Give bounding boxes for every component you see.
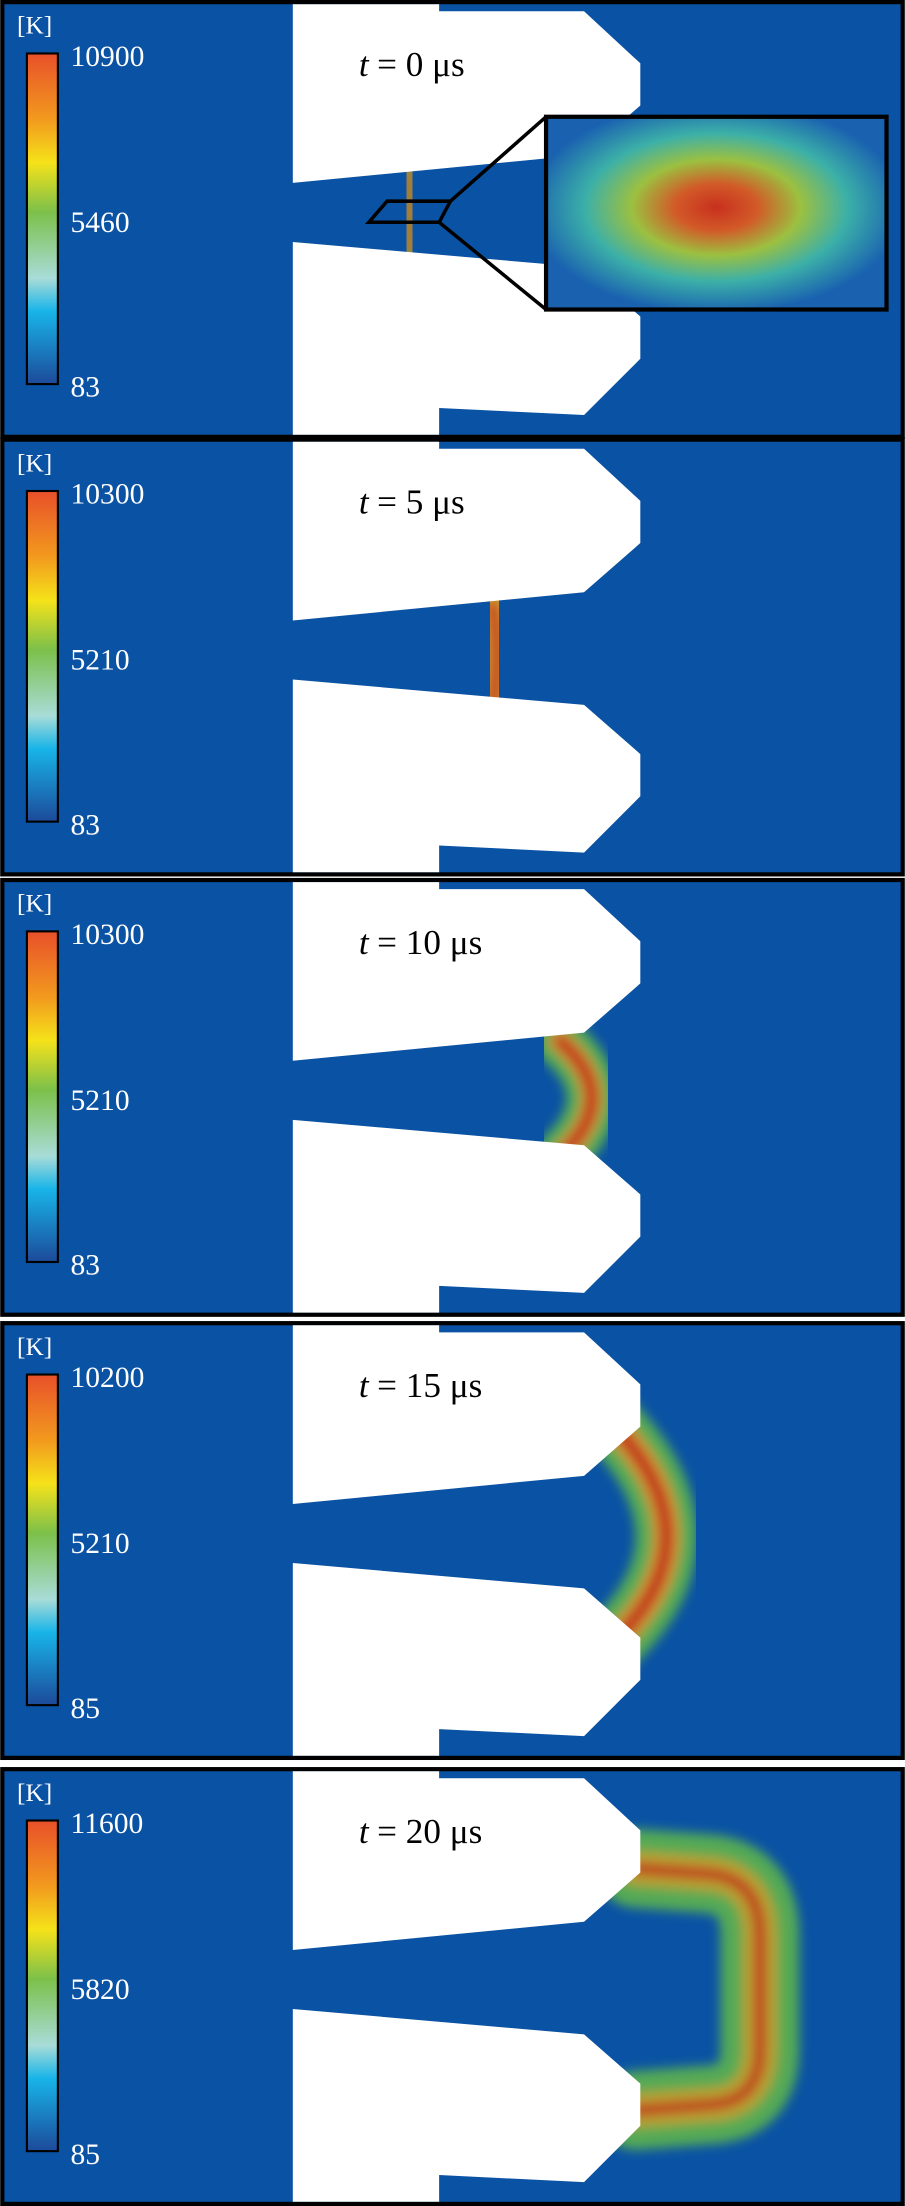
time-value: = 5 μs — [377, 483, 465, 522]
plasma-arc — [534, 1015, 618, 1179]
panel: [K] 10900 5460 83 t = 0 μs — [0, 0, 905, 439]
time-variable: t — [359, 923, 370, 962]
colorbar-mid: 5460 — [71, 207, 130, 239]
time-label: t = 5 μs — [359, 483, 465, 522]
panel: [K] 10300 5210 83 t = 10 μs — [0, 877, 905, 1317]
arc-core — [553, 1034, 599, 1160]
colorbar — [25, 930, 59, 1264]
colorbar-mid: 5210 — [71, 645, 130, 677]
unit-label: [K] — [17, 1333, 52, 1361]
arc-core — [486, 600, 503, 714]
colorbar-min: 83 — [71, 809, 101, 841]
arc-core — [404, 168, 415, 257]
colorbar — [25, 1373, 59, 1707]
time-value: = 10 μs — [377, 923, 482, 962]
colorbar-max: 10200 — [71, 1362, 145, 1394]
colorbar-max: 10900 — [71, 41, 145, 73]
unit-label: [K] — [17, 1779, 52, 1807]
plasma-arc — [577, 1388, 698, 1679]
time-variable: t — [359, 1366, 370, 1405]
lower-electrode — [292, 1563, 641, 1756]
time-value: = 20 μs — [377, 1812, 482, 1851]
colorbar-mid: 5210 — [71, 1085, 130, 1117]
zoom-line — [438, 220, 548, 311]
colorbar-min: 83 — [71, 1250, 101, 1282]
colorbar-min: 85 — [71, 1693, 101, 1725]
time-label: t = 20 μs — [359, 1812, 482, 1851]
colorbar-mid: 5820 — [71, 1974, 130, 2006]
panel: [K] 10200 5210 85 t = 15 μs — [0, 1321, 905, 1761]
upper-electrode — [292, 441, 641, 621]
time-label: t = 15 μs — [359, 1366, 482, 1405]
zoom-line — [449, 115, 548, 203]
lower-electrode — [292, 679, 641, 873]
upper-electrode — [292, 1771, 641, 1950]
colorbar — [25, 52, 59, 386]
upper-electrode — [292, 882, 641, 1061]
panel: [K] 11600 5820 85 t = 20 μs — [0, 1767, 905, 2206]
time-label: t = 10 μs — [359, 923, 482, 962]
arc-core — [630, 1862, 766, 2116]
colorbar-max: 10300 — [71, 479, 145, 511]
time-variable: t — [359, 1812, 370, 1851]
unit-label: [K] — [17, 890, 52, 918]
time-variable: t — [359, 45, 370, 84]
colorbar-min: 85 — [71, 2139, 101, 2171]
colorbar-max: 10300 — [71, 919, 145, 951]
plasma-arc — [596, 1828, 800, 2150]
plasma-arc — [396, 160, 423, 265]
time-value: = 15 μs — [377, 1366, 482, 1405]
colorbar-mid: 5210 — [71, 1528, 130, 1560]
unit-label: [K] — [17, 12, 52, 40]
plasma-arc — [461, 575, 528, 739]
colorbar-max: 11600 — [71, 1808, 144, 1840]
time-value: = 0 μs — [377, 45, 465, 84]
colorbar — [25, 1819, 59, 2153]
lower-electrode — [292, 1119, 641, 1313]
time-label: t = 0 μs — [359, 45, 465, 84]
colorbar-min: 83 — [71, 372, 101, 404]
colorbar — [25, 489, 59, 823]
arc-core — [600, 1412, 674, 1655]
zoom-inset — [543, 114, 889, 312]
lower-electrode — [292, 2009, 641, 2202]
unit-label: [K] — [17, 449, 52, 477]
upper-electrode — [292, 1325, 641, 1504]
panel: [K] 10300 5210 83 t = 5 μs — [0, 437, 905, 877]
time-variable: t — [359, 483, 370, 522]
